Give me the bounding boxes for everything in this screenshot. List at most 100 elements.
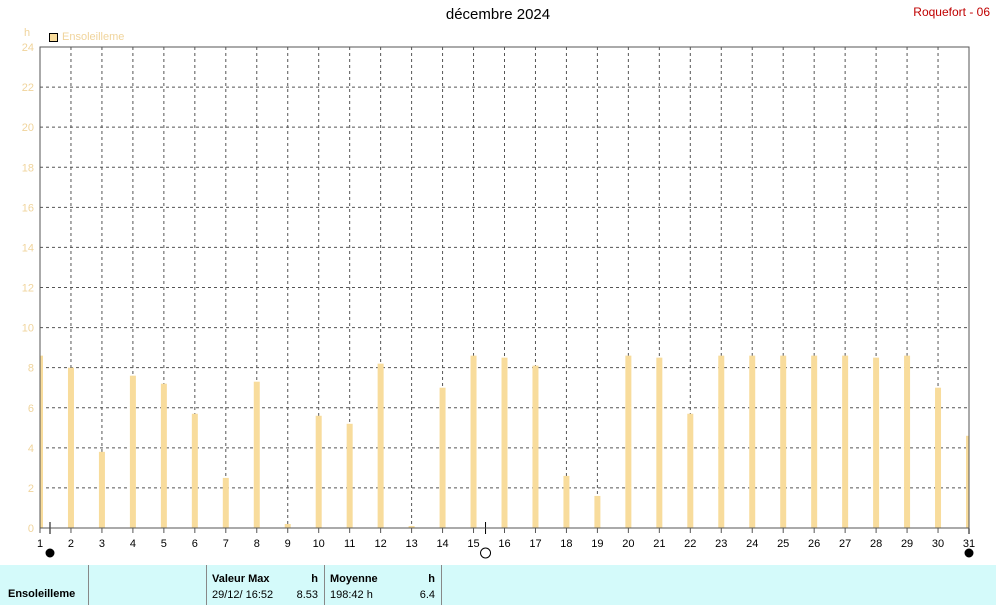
x-tick-label: 6 [192,538,198,550]
plot-frame [39,46,970,529]
x-tick-label: 22 [684,538,696,550]
bar-day-3 [98,451,105,528]
bar-day-6 [191,413,198,528]
avg-header: Moyenne [330,573,378,585]
bar-day-9 [284,523,291,528]
y-tick-label: 4 [28,443,34,455]
x-tick-label: 15 [467,538,479,550]
y-tick-label: 0 [28,523,34,535]
stats-series-name: Ensoleilleme [8,588,76,600]
x-tick-label: 5 [161,538,167,550]
legend-swatch [49,32,58,42]
bar-day-10 [315,415,322,528]
x-tick-label: 14 [436,538,448,550]
grid [40,47,969,528]
y-tick-label: 18 [22,162,34,174]
stats-blank-cell [89,565,207,605]
legend-label: Ensoleilleme [62,31,125,43]
bar-day-12 [377,363,384,528]
bar-day-23 [718,355,725,528]
max-value: 8.53 [296,589,318,601]
bar-day-24 [749,355,756,528]
x-tick-label: 25 [777,538,789,550]
x-tick-label: 26 [808,538,820,550]
station-name: Roquefort - 06 [913,5,990,19]
bar-day-19 [594,495,601,528]
y-tick-label: 14 [22,242,34,254]
x-tick-label: 11 [344,538,355,550]
x-tick-label: 17 [529,538,541,550]
y-axis-unit: h [24,27,31,39]
stats-footer: Ensoleilleme Valeur Max h 29/12/ 16:52 8… [0,565,996,605]
x-tick-label: 1 [37,538,43,550]
x-tick-label: 9 [285,538,291,550]
bar-day-30 [935,387,942,528]
x-tick-label: 29 [901,538,913,550]
x-tick-label: 4 [130,538,136,550]
bar-day-2 [67,367,74,528]
bar-day-21 [656,357,663,528]
bar-day-7 [222,477,229,528]
x-tick-label: 19 [591,538,603,550]
bar-day-5 [160,383,167,528]
y-tick-label: 12 [22,283,34,295]
y-tick-label: 20 [22,122,34,134]
bar-day-31 [966,435,969,528]
bar-day-1 [40,355,43,528]
y-tick-label: 10 [22,323,34,335]
bar-day-17 [532,365,539,528]
bar-day-22 [687,413,694,528]
x-tick-label: 7 [223,538,229,550]
x-tick-label: 16 [498,538,510,550]
bar-day-29 [904,355,911,528]
bar-day-16 [501,357,508,528]
bar-day-18 [563,475,570,528]
bar-day-4 [129,375,136,528]
x-tick-label: 30 [932,538,944,550]
y-tick-label: 6 [28,403,34,415]
x-tick-label: 28 [870,538,882,550]
new-moon-icon [964,548,974,558]
avg-value: 6.4 [419,589,435,601]
bar-day-20 [625,355,632,528]
x-tick-label: 13 [405,538,417,550]
x-tick-label: 31 [963,538,975,550]
stats-avg-cell: Moyenne h 198:42 h 6.4 [325,565,442,605]
bar-day-8 [253,381,260,528]
y-tick-label: 24 [22,42,34,54]
bar-day-25 [780,355,787,528]
x-tick-label: 3 [99,538,105,550]
y-tick-label: 2 [28,483,34,495]
avg-unit: h [428,573,435,585]
legend: Ensoleilleme [49,31,124,43]
x-tick-label: 20 [622,538,634,550]
x-tick-label: 8 [254,538,260,550]
bar-day-13 [408,525,415,528]
bar-day-15 [470,355,477,528]
bar-day-11 [346,423,353,528]
x-tick-label: 24 [746,538,758,550]
full-moon-icon [480,547,492,559]
bar-day-28 [873,357,880,528]
avg-total: 198:42 h [330,589,373,601]
bar-day-26 [811,355,818,528]
x-tick-label: 18 [560,538,572,550]
x-tick-label: 12 [375,538,387,550]
stats-max-cell: Valeur Max h 29/12/ 16:52 8.53 [207,565,325,605]
bars [40,355,969,528]
x-tick-label: 23 [715,538,727,550]
x-tick-label: 2 [68,538,74,550]
new-moon-icon [45,548,55,558]
max-unit: h [311,573,318,585]
x-tick-label: 21 [653,538,665,550]
max-header: Valeur Max [212,573,270,585]
x-tick-label: 10 [313,538,325,550]
x-tick-label: 27 [839,538,851,550]
x-tick-labels: 1 2 3 4 5 6 7 8 9 10 11 12 13 14 15 16 17 18 19 20 21 22 23 24 2… [37,528,975,550]
bar-day-14 [439,387,446,528]
max-date: 29/12/ 16:52 [212,589,274,601]
y-tick-label: 8 [28,363,34,375]
stats-name-cell: Ensoleilleme [0,565,89,605]
bar-day-27 [842,355,849,528]
